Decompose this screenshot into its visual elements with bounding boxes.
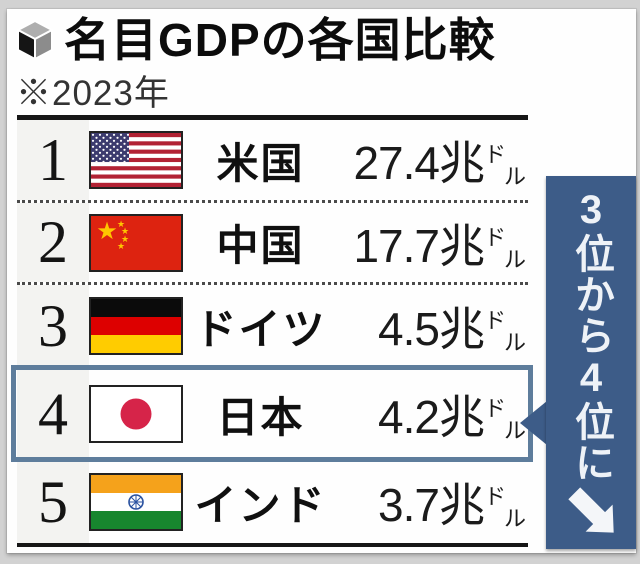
- svg-text:★: ★: [121, 234, 129, 244]
- rank-number: 3: [17, 285, 89, 367]
- country-name: 日本: [216, 393, 305, 441]
- germany-flag-icon: [89, 297, 183, 355]
- svg-text:★: ★: [121, 226, 129, 236]
- us-flag-icon: [89, 131, 183, 189]
- unit-ru: ル: [503, 506, 526, 531]
- rank-number: 4: [17, 367, 89, 461]
- unit-do: ド: [483, 308, 506, 333]
- japan-flag-icon: [89, 385, 183, 443]
- country-name: 米国: [216, 139, 305, 187]
- rank-number: 1: [17, 120, 89, 200]
- rank-change-banner: 3位から4位に: [546, 176, 636, 549]
- gdp-value: 3.7兆ドル: [378, 479, 526, 531]
- unit-do: ド: [483, 484, 506, 509]
- gdp-value: 4.5兆ドル: [378, 303, 526, 355]
- china-flag-icon: ★ ★ ★ ★ ★: [89, 213, 183, 272]
- india-flag-icon: [89, 473, 183, 531]
- svg-text:★: ★: [117, 241, 125, 251]
- down-right-arrow-icon: [564, 483, 618, 537]
- svg-text:★: ★: [117, 219, 125, 229]
- svg-text:★: ★: [96, 218, 118, 245]
- gdp-value: 17.7兆ドル: [353, 219, 526, 272]
- table-row-germany: 3 ドイツ 4.5兆ドル: [17, 285, 528, 367]
- banner-text: 3位から4位に: [569, 188, 613, 483]
- table-row-japan: 4 日本 4.2兆ドル: [17, 367, 528, 461]
- gdp-value: 27.4兆ドル: [353, 137, 526, 189]
- unit-ru: ル: [503, 164, 526, 189]
- unit-ru: ル: [503, 330, 526, 355]
- unit-do: ド: [483, 224, 506, 250]
- table-row-usa: 1: [17, 120, 528, 203]
- country-name: 中国: [216, 222, 305, 269]
- table-row-india: 5 インド 3.7兆ドル: [17, 461, 528, 543]
- rank-number: 2: [17, 203, 89, 282]
- unit-do: ド: [483, 396, 506, 421]
- country-name: インド: [194, 481, 327, 529]
- unit-do: ド: [483, 142, 506, 167]
- page-title: 名目GDPの各国比較: [64, 14, 496, 66]
- unit-ru: ル: [503, 246, 526, 272]
- country-name: ドイツ: [194, 305, 327, 353]
- gdp-value: 4.2兆ドル: [378, 391, 526, 443]
- header: 名目GDPの各国比較: [15, 15, 496, 66]
- cube-icon: [15, 19, 55, 61]
- infographic-card: 名目GDPの各国比較 ※2023年 1: [7, 9, 636, 553]
- table-row-china: 2 ★ ★ ★ ★ ★ 中国 17.7兆ドル: [17, 203, 528, 285]
- banner-pointer-notch: [520, 401, 547, 445]
- gdp-ranking-table: 1: [17, 115, 528, 547]
- year-note: ※2023年: [16, 74, 170, 113]
- rank-number: 5: [17, 461, 89, 543]
